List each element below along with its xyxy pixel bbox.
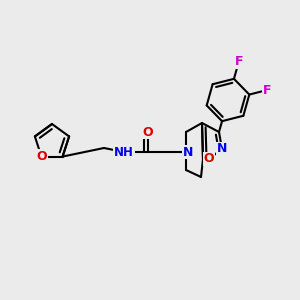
Text: F: F (262, 84, 271, 97)
Text: NH: NH (114, 146, 134, 158)
Text: O: O (36, 150, 47, 163)
Text: N: N (183, 146, 193, 158)
Text: F: F (235, 55, 243, 68)
Text: O: O (143, 125, 153, 139)
Text: N: N (217, 142, 227, 155)
Text: O: O (204, 152, 214, 166)
